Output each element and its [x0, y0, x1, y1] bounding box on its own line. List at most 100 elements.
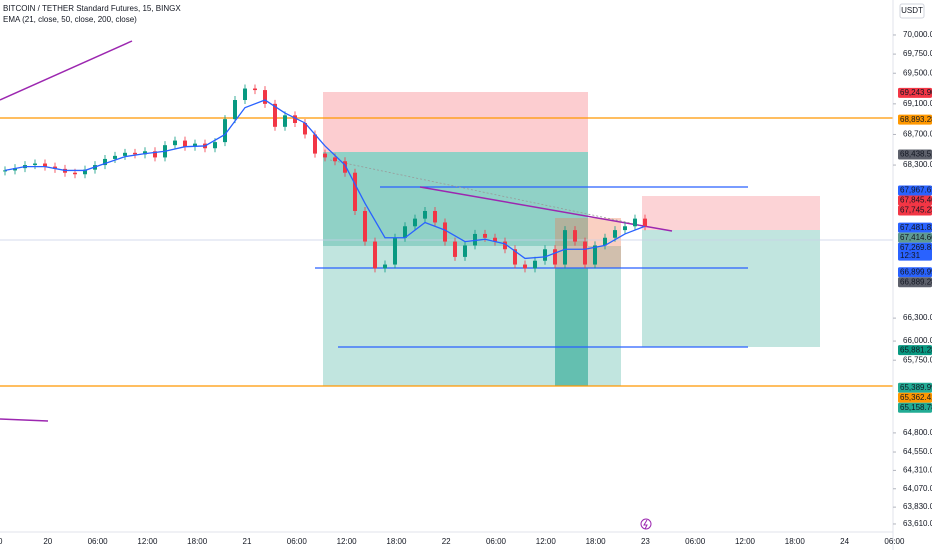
time-tick-label: 12:00 — [536, 537, 557, 546]
price-tick-label: 68,700.00 — [903, 130, 932, 139]
price-tick-label: 64,310.00 — [903, 466, 932, 475]
price-tag-label: 67,414.66 — [900, 233, 932, 242]
candle — [53, 166, 57, 169]
candle — [313, 134, 317, 154]
time-tick-label: 12:00 — [337, 537, 358, 546]
candle — [643, 218, 647, 227]
candle — [73, 172, 77, 175]
candle — [383, 264, 387, 269]
currency-button[interactable] — [899, 3, 925, 19]
candle — [143, 151, 147, 155]
price-tag — [898, 267, 932, 278]
candle — [393, 237, 397, 265]
candle — [613, 230, 617, 238]
candle — [433, 210, 437, 223]
time-tick-label: 18:00 — [386, 537, 407, 546]
candle — [103, 158, 107, 166]
price-tick-label: 65,750.00 — [903, 355, 932, 364]
candle — [213, 142, 217, 149]
candle — [273, 103, 277, 127]
price-tag-label: 65,881.28 — [900, 345, 932, 354]
candle — [593, 245, 597, 265]
price-tag — [898, 277, 932, 288]
symbol-title: BITCOIN / TETHER Standard Futures, 15, B… — [3, 4, 181, 13]
price-tag-label: 67,745.23 — [900, 206, 932, 215]
price-tag — [898, 149, 932, 160]
time-tick-label: 18:00 — [187, 537, 208, 546]
price-tag-label: 65,362.41 — [900, 393, 932, 402]
price-tag — [898, 392, 932, 403]
countdown-label: 12:31 — [900, 251, 921, 260]
time-tick-label: 12:00 — [735, 537, 756, 546]
price-tag-label: 68,438.51 — [900, 150, 932, 159]
candle — [523, 264, 527, 269]
candle — [573, 230, 577, 242]
candle — [453, 241, 457, 257]
candle — [603, 237, 607, 246]
time-tick-label: 00 — [0, 537, 3, 546]
candle — [153, 151, 157, 158]
candle — [503, 241, 507, 250]
time-tick-label: 06:00 — [287, 537, 308, 546]
trend-line — [0, 40, 133, 101]
trend-line — [419, 186, 673, 232]
time-tick-label: 23 — [641, 537, 650, 546]
time-tick-label: 06:00 — [88, 537, 109, 546]
candle — [253, 88, 257, 91]
price-tick-label: 69,750.00 — [903, 49, 932, 58]
price-tag — [898, 242, 932, 261]
ema-line — [4, 99, 646, 260]
candle — [113, 155, 117, 159]
candle — [543, 249, 547, 261]
price-tick-label: 69,100.00 — [903, 99, 932, 108]
price-tick-label: 63,610.00 — [903, 519, 932, 528]
candle — [403, 226, 407, 238]
price-tick-label: 66,300.00 — [903, 313, 932, 322]
candle — [563, 230, 567, 265]
candle — [373, 241, 377, 269]
stop-zone — [323, 92, 588, 152]
candle — [343, 161, 347, 173]
price-tag-label: 67,481.82 — [900, 223, 932, 232]
price-tag-label: 67,845.46 — [900, 196, 932, 205]
price-tick-label: 66,000.00 — [903, 336, 932, 345]
candle — [3, 170, 7, 172]
candle — [123, 152, 127, 156]
candle — [363, 210, 367, 242]
candle — [413, 218, 417, 227]
price-tag-label: 65,158.78 — [900, 403, 932, 412]
candle — [263, 90, 267, 104]
price-tag-label: 67,967.67 — [900, 186, 932, 195]
price-tag — [898, 87, 932, 98]
price-tick-label: 68,300.00 — [903, 160, 932, 169]
candle — [443, 222, 447, 242]
time-tick-label: 06:00 — [884, 537, 905, 546]
price-tick-label: 69,500.00 — [903, 68, 932, 77]
candle — [633, 218, 637, 227]
price-tag — [898, 232, 932, 243]
time-tick-label: 06:00 — [486, 537, 507, 546]
candle — [43, 163, 47, 167]
candle — [173, 140, 177, 146]
price-tag — [898, 114, 932, 125]
currency-label[interactable]: USDT — [901, 6, 923, 15]
lightning-icon — [640, 518, 652, 530]
price-tag-label: 65,389.99 — [900, 383, 932, 392]
candle — [233, 100, 237, 120]
candle — [513, 249, 517, 265]
candle — [13, 168, 17, 171]
price-tag-label: 67,269.81 — [900, 243, 932, 252]
candle — [623, 226, 627, 231]
price-tag — [898, 382, 932, 393]
candle — [323, 153, 327, 158]
candle — [483, 233, 487, 238]
candle — [133, 152, 137, 155]
price-tag-label: 68,893.28 — [900, 115, 932, 124]
dashed-line — [329, 159, 641, 226]
candle — [33, 163, 37, 166]
price-tag-label: 66,899.99 — [900, 267, 932, 276]
candle — [353, 172, 357, 211]
time-tick-label: 21 — [243, 537, 252, 546]
candle — [83, 169, 87, 175]
